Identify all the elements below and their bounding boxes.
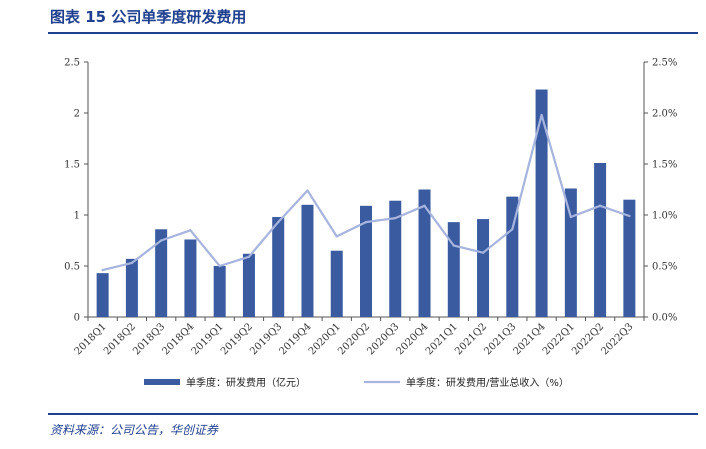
left-tick-label: 2 (74, 109, 80, 120)
figure-title: 图表 15 公司单季度研发费用 (50, 8, 247, 26)
bar-2021Q1 (447, 222, 460, 317)
bar-2020Q3 (389, 200, 402, 317)
ratio-point-2020Q1 (335, 235, 338, 238)
source-divider (48, 413, 698, 415)
legend-line-label: 单季度：研发费用/营业总收入（%） (406, 376, 569, 389)
left-tick-label: 1 (74, 211, 80, 222)
ratio-point-2018Q3 (159, 239, 163, 242)
bar-2020Q1 (330, 250, 343, 317)
ratio-point-2020Q3 (394, 216, 397, 220)
bar-2018Q1 (96, 273, 109, 317)
ratio-point-2020Q4 (423, 204, 426, 208)
right-tick-label: 1.0% (652, 211, 677, 222)
right-tick-label: 0.5% (652, 262, 677, 273)
ratio-point-2018Q4 (189, 229, 192, 232)
ratio-point-2020Q2 (364, 220, 368, 224)
legend-bar-label: 单季度：研发费用（亿元） (186, 376, 306, 389)
bar-2021Q2 (477, 219, 490, 317)
right-tick-label: 0.0% (652, 313, 677, 324)
bar-2022Q2 (594, 162, 607, 317)
left-tick-label: 1.5 (64, 160, 80, 171)
left-tick-label: 0 (74, 313, 80, 324)
legend-bar-swatch (144, 379, 180, 385)
right-tick-label: 2.5% (652, 58, 677, 69)
ratio-point-2022Q2 (598, 204, 602, 208)
right-tick-label: 1.5% (652, 160, 677, 171)
bar-2019Q4 (301, 204, 314, 317)
source-note: 资料来源：公司公告，华创证券 (50, 423, 219, 437)
bar-2019Q2 (242, 253, 255, 317)
bar-2021Q3 (506, 196, 519, 317)
ratio-point-2019Q1 (218, 264, 221, 268)
bar-2019Q3 (272, 217, 285, 317)
bar-2020Q2 (360, 205, 372, 317)
title-divider (48, 32, 698, 34)
x-tick-label: 2022Q3 (599, 321, 635, 357)
ratio-point-2021Q3 (511, 228, 514, 231)
ratio-point-2018Q1 (101, 268, 104, 272)
bar-2018Q2 (125, 258, 138, 317)
right-tick-label: 2.0% (652, 109, 677, 120)
bar-2019Q1 (213, 266, 226, 317)
bar-2022Q3 (623, 199, 636, 317)
ratio-point-2019Q4 (306, 189, 309, 192)
ratio-point-2021Q2 (481, 251, 485, 254)
bar-2018Q4 (184, 239, 197, 317)
ratio-point-2022Q1 (569, 215, 573, 219)
bar-2018Q3 (155, 229, 168, 317)
ratio-point-2021Q1 (452, 244, 455, 247)
bar-2021Q4 (535, 89, 548, 317)
bar-2022Q1 (564, 188, 577, 317)
left-tick-label: 0.5 (64, 262, 80, 273)
ratio-point-2022Q3 (628, 214, 631, 218)
left-tick-label: 2.5 (64, 58, 80, 69)
ratio-point-2019Q3 (277, 220, 280, 224)
ratio-point-2021Q4 (540, 113, 543, 117)
ratio-point-2019Q2 (247, 255, 251, 259)
bar-2020Q4 (418, 189, 431, 317)
ratio-point-2018Q2 (130, 261, 134, 265)
